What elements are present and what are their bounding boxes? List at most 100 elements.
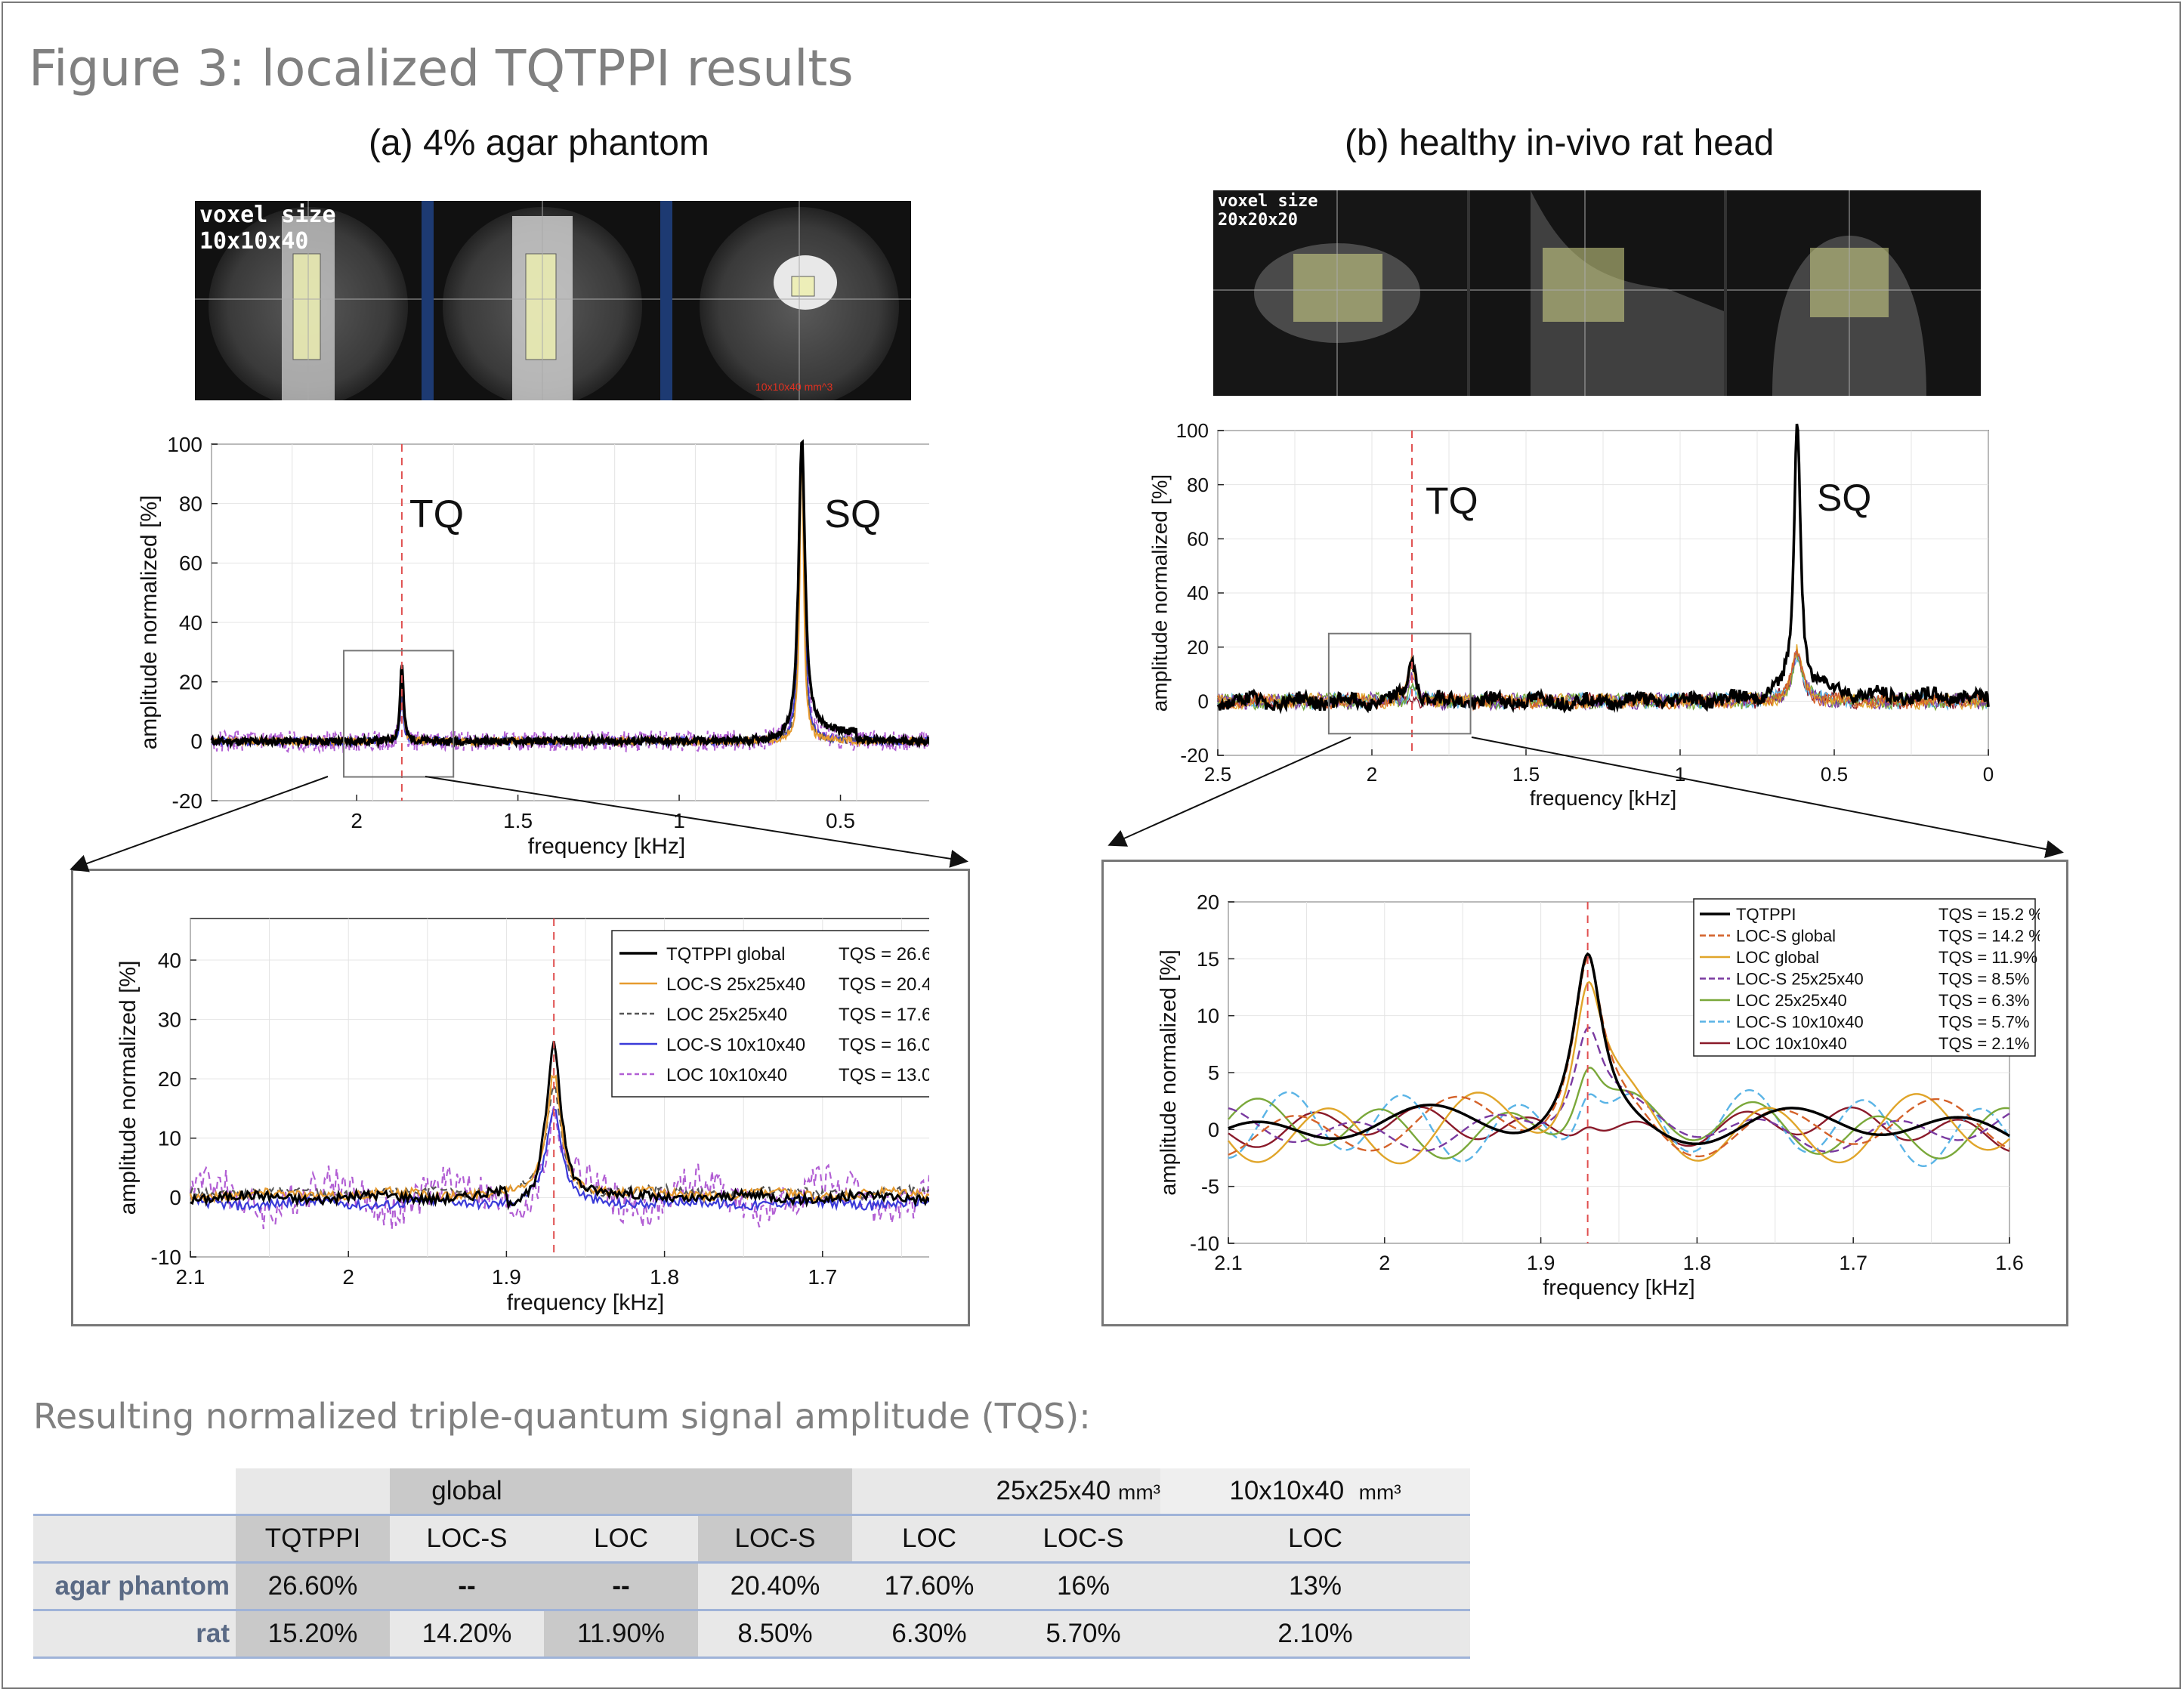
- connector-b-right: [1471, 736, 2064, 858]
- table-cell: 15.20%: [236, 1609, 390, 1659]
- chart-b-zoom: 2.1 2 1.9 1.8 1.7 1.6 -10 -5 0 5 10 15 20 frequency […: [1157, 891, 2040, 1300]
- voxel-b1: [1293, 254, 1382, 322]
- x-axis-label: frequency [kHz]: [507, 1290, 664, 1315]
- x-tick-label: 1.5: [503, 809, 533, 832]
- table-cell: 2.10%: [1160, 1609, 1470, 1659]
- figure-title: Figure 3: localized TQTPPI results: [29, 39, 854, 97]
- series-line-2: [1228, 980, 2010, 1165]
- legend-tqs: TQS = 16.0%: [839, 1035, 929, 1055]
- zoom-region-box: [343, 650, 455, 778]
- x-axis-label: frequency [kHz]: [528, 834, 685, 859]
- y-tick-label: 20: [1187, 636, 1209, 659]
- table-header-row: TQTPPI LOC-S LOC LOC-S LOC LOC-S LOC: [33, 1514, 1470, 1563]
- y-axis-label: amplitude normalized [%]: [1157, 949, 1181, 1196]
- y-tick-label: 10: [1197, 1005, 1219, 1027]
- table-cell: --: [390, 1561, 544, 1610]
- x-tick-label: 1.9: [492, 1265, 521, 1289]
- y-tick-label: -10: [1190, 1232, 1219, 1255]
- col-header: TQTPPI: [236, 1514, 390, 1563]
- y-tick-label: 80: [1187, 474, 1209, 496]
- col-header: LOC-S: [390, 1514, 544, 1563]
- col-header: LOC-S: [698, 1514, 852, 1563]
- table-cell: 13%: [1160, 1561, 1470, 1610]
- table-cell: 14.20%: [390, 1609, 544, 1659]
- table-cell: 16%: [1006, 1561, 1160, 1610]
- divider-1: [422, 201, 434, 400]
- y-tick-label: -20: [172, 789, 202, 813]
- group-25-unit: mm³: [1118, 1480, 1160, 1504]
- x-tick-label: 1: [673, 809, 685, 832]
- tqs-table: global 25x25x40 mm³ 10x10x40 mm³ TQTPPI …: [33, 1468, 1470, 1659]
- y-tick-label: -20: [1180, 744, 1209, 767]
- x-tick-label: 0.5: [826, 809, 855, 832]
- mri-localizer-a: voxel size 10x10x40 10x10x40 mm^3: [195, 201, 911, 400]
- y-axis-label: amplitude normalized [%]: [137, 496, 162, 750]
- y-tick-label: -5: [1201, 1175, 1219, 1198]
- col-header: LOC: [852, 1514, 1006, 1563]
- voxel-size-label-a: voxel size 10x10x40: [199, 202, 336, 255]
- group-10: 10x10x40: [1229, 1476, 1345, 1505]
- table-group-row: global 25x25x40 mm³ 10x10x40 mm³: [33, 1468, 1470, 1515]
- legend-tqs: TQS = 11.9%: [1938, 948, 2037, 967]
- panel-a-title: (a) 4% agar phantom: [369, 123, 709, 163]
- y-tick-label: 80: [179, 492, 202, 515]
- x-tick-label: 0: [1983, 763, 1994, 786]
- y-tick-label: 5: [1208, 1061, 1219, 1084]
- voxel-2: [525, 253, 557, 360]
- legend-label: LOC-S global: [1736, 927, 1836, 946]
- series-line-0: [1216, 423, 1990, 715]
- series-line-4: [1228, 1067, 2010, 1159]
- rat-sagittal: [1531, 190, 1724, 396]
- connector-a-left: [70, 776, 329, 872]
- legend-tqs: TQS = 15.2 %: [1938, 905, 2040, 924]
- legend-tqs: TQS = 5.7%: [1938, 1013, 2029, 1032]
- voxel-1: [292, 253, 321, 360]
- table-row: agar phantom 26.60% -- -- 20.40% 17.60% …: [33, 1561, 1470, 1610]
- y-tick-label: 20: [158, 1067, 181, 1091]
- voxel-red-label: 10x10x40 mm^3: [755, 381, 833, 393]
- table-row: rat 15.20% 14.20% 11.90% 8.50% 6.30% 5.7…: [33, 1609, 1470, 1659]
- group-global: global: [431, 1476, 502, 1505]
- y-axis-label: amplitude normalized [%]: [1148, 474, 1171, 712]
- x-tick-label: 2.1: [176, 1265, 205, 1289]
- legend-box: [1693, 898, 2036, 1057]
- legend-label: TQTPPI: [1736, 905, 1796, 924]
- y-tick-label: 20: [179, 670, 202, 693]
- legend-label: LOC 10x10x40: [1736, 1034, 1847, 1053]
- table-cell: 6.30%: [852, 1609, 1006, 1659]
- x-tick-label: 2.5: [1204, 763, 1231, 786]
- chart-b-overview: 2.5 2 1.5 1 0.5 0 -20 0 20 40 60 80 100 frequency [kH…: [1148, 419, 1994, 810]
- voxel-b2: [1543, 248, 1624, 322]
- legend-label: LOC 25x25x40: [666, 1005, 787, 1025]
- y-tick-label: 60: [1187, 527, 1209, 550]
- table-cell: 20.40%: [698, 1561, 852, 1610]
- panel-b-title: (b) healthy in-vivo rat head: [1345, 123, 1775, 163]
- legend-label: LOC-S 25x25x40: [1736, 970, 1864, 989]
- x-tick-label: 2: [351, 809, 363, 832]
- series-line-0: [1228, 952, 2010, 1146]
- divider-2: [660, 201, 672, 400]
- mri-images-b: [1213, 190, 1981, 396]
- sq-annotation: SQ: [1817, 477, 1871, 519]
- legend-label: LOC 10x10x40: [666, 1065, 787, 1085]
- mri-images-a: [195, 201, 911, 400]
- x-tick-label: 1.8: [650, 1265, 679, 1289]
- y-tick-label: 40: [158, 949, 181, 972]
- x-tick-label: 2: [342, 1265, 354, 1289]
- connector-b-left: [1107, 736, 1351, 847]
- x-tick-label: 2: [1379, 1252, 1390, 1274]
- legend-tqs: TQS = 8.5%: [1938, 970, 2029, 989]
- y-tick-label: 10: [158, 1127, 181, 1150]
- group-25: 25x25x40: [996, 1476, 1111, 1505]
- voxel-size-label-b: voxel size 20x20x20: [1218, 192, 1318, 230]
- voxel-3: [791, 276, 815, 297]
- x-axis-label: frequency [kHz]: [1543, 1276, 1694, 1300]
- x-tick-label: 2: [1367, 763, 1377, 786]
- table-cell: --: [544, 1561, 698, 1610]
- x-tick-label: 0.5: [1821, 763, 1848, 786]
- legend-label: TQTPPI global: [666, 944, 785, 965]
- y-tick-label: 15: [1197, 948, 1219, 971]
- y-tick-label: 30: [158, 1008, 181, 1031]
